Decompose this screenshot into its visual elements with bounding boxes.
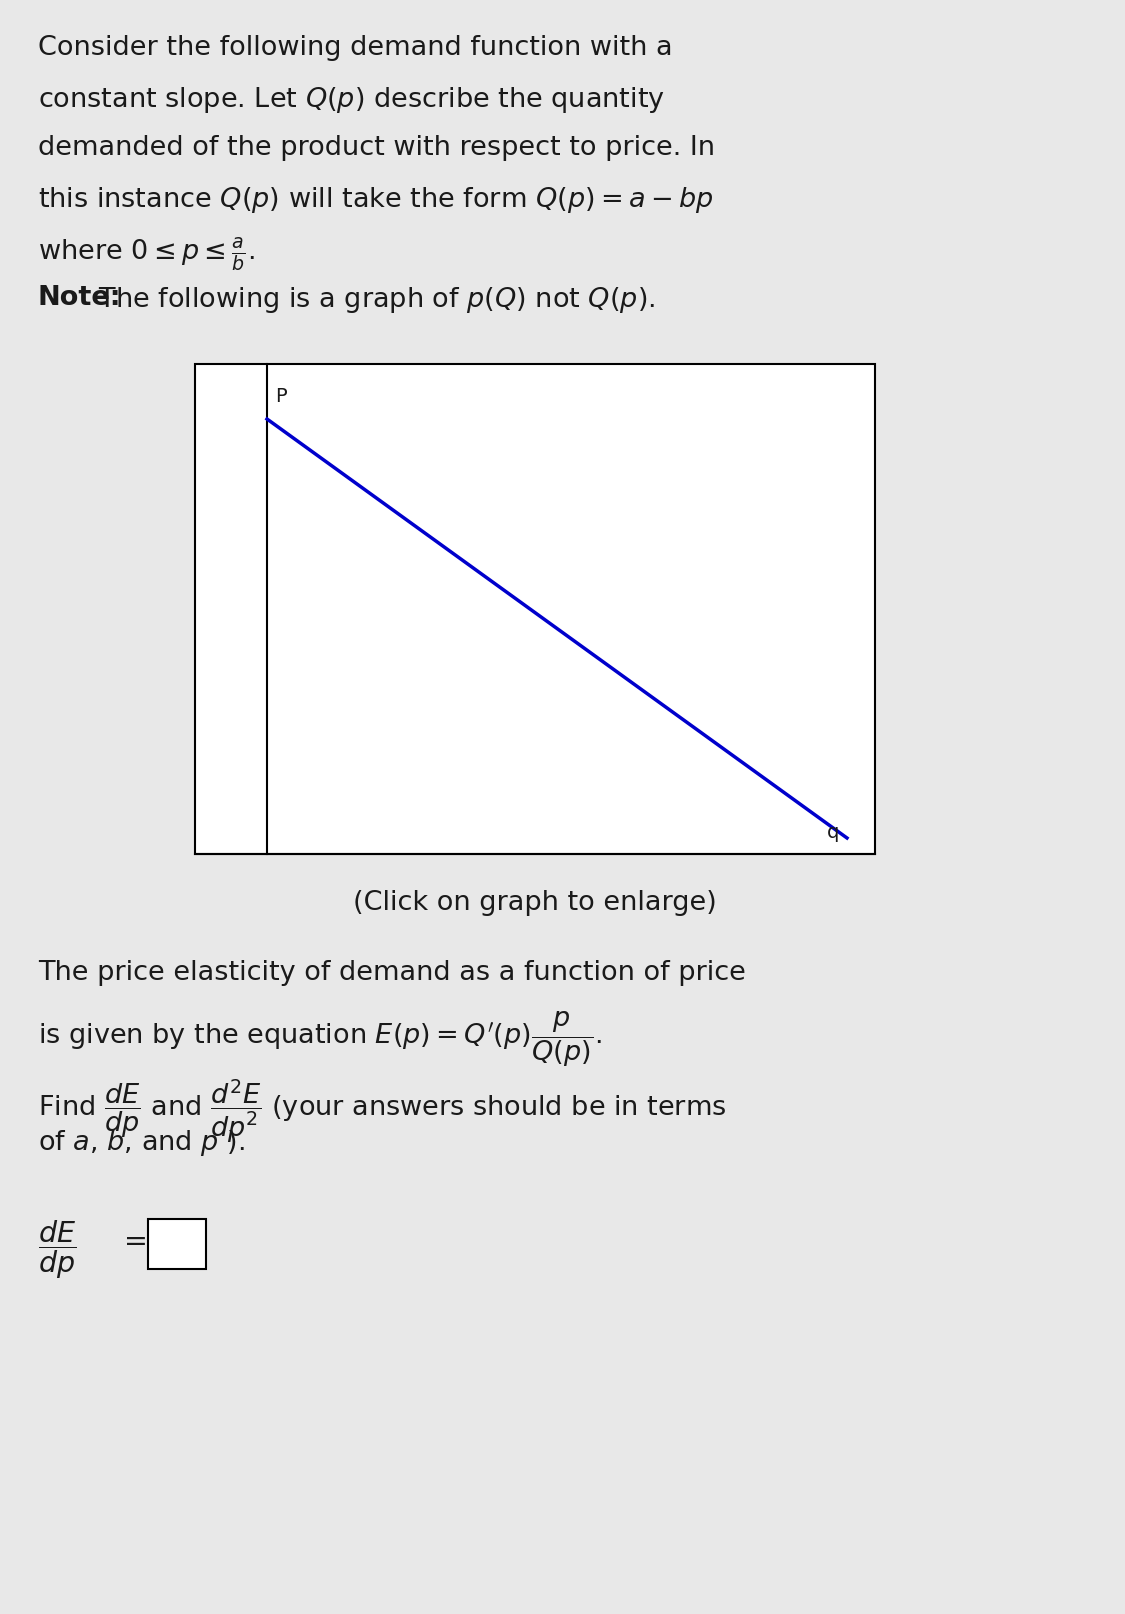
Text: (Click on graph to enlarge): (Click on graph to enlarge) — [353, 889, 717, 915]
Text: of $a$, $b$, and $p$ ).: of $a$, $b$, and $p$ ). — [38, 1127, 245, 1157]
Text: demanded of the product with respect to price. In: demanded of the product with respect to … — [38, 136, 716, 161]
Text: $=$: $=$ — [118, 1225, 146, 1252]
Text: Note:: Note: — [38, 284, 122, 312]
Text: constant slope. Let $Q(p)$ describe the quantity: constant slope. Let $Q(p)$ describe the … — [38, 86, 665, 115]
Bar — [148, 1219, 206, 1269]
Text: $\dfrac{dE}{dp}$: $\dfrac{dE}{dp}$ — [38, 1217, 76, 1280]
Text: P: P — [274, 387, 287, 405]
Text: q: q — [827, 823, 839, 841]
Text: Consider the following demand function with a: Consider the following demand function w… — [38, 36, 673, 61]
Text: The price elasticity of demand as a function of price: The price elasticity of demand as a func… — [38, 959, 746, 986]
Text: is given by the equation $E(p) = Q'(p)\dfrac{p}{Q(p)}$.: is given by the equation $E(p) = Q'(p)\d… — [38, 1009, 602, 1068]
Bar — [195, 365, 875, 854]
Text: where $0 \leq p \leq \frac{a}{b}$.: where $0 \leq p \leq \frac{a}{b}$. — [38, 236, 254, 273]
Text: The following is a graph of $p(Q)$ not $Q(p)$.: The following is a graph of $p(Q)$ not $… — [90, 284, 656, 315]
Text: Find $\dfrac{dE}{dp}$ and $\dfrac{d^2E}{dp^2}$ (your answers should be in terms: Find $\dfrac{dE}{dp}$ and $\dfrac{d^2E}{… — [38, 1077, 727, 1144]
Text: this instance $Q(p)$ will take the form $Q(p) = a - bp$: this instance $Q(p)$ will take the form … — [38, 186, 713, 215]
